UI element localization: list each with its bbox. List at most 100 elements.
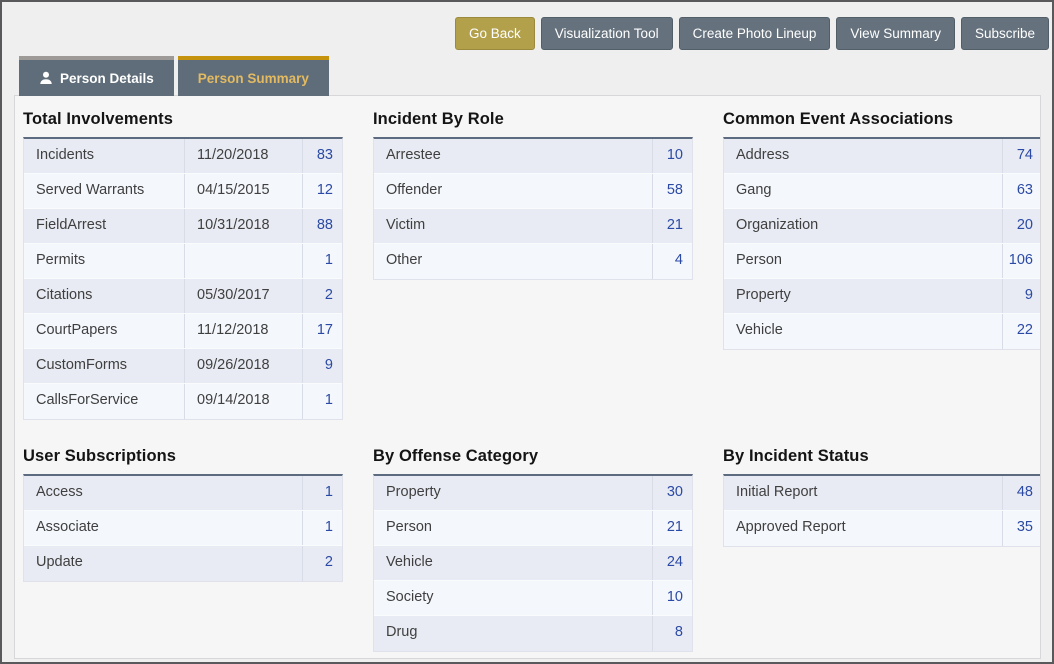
summary-table: Access 1 Associate 1 Update 2 (23, 474, 343, 582)
row-count-link[interactable]: 2 (302, 279, 342, 313)
row-label: Served Warrants (36, 182, 145, 198)
row-label: Arrestee (386, 147, 441, 163)
row-count-link[interactable]: 9 (1002, 279, 1040, 313)
table-row: Incidents 11/20/2018 83 (24, 139, 342, 174)
row-count-link[interactable]: 63 (1002, 174, 1040, 208)
row-count-link[interactable]: 12 (302, 174, 342, 208)
row-count-link[interactable]: 1 (302, 511, 342, 545)
row-count-link[interactable]: 30 (652, 476, 692, 510)
row-label: Associate (36, 519, 99, 535)
panel-by-incident-status: By Incident Status Initial Report 48 Approv… (723, 447, 1040, 547)
table-row: Citations 05/30/2017 2 (24, 279, 342, 314)
table-row: CustomForms 09/26/2018 9 (24, 349, 342, 384)
row-count-link[interactable]: 1 (302, 384, 342, 419)
row-count-link[interactable]: 21 (652, 511, 692, 545)
row-count-link[interactable]: 24 (652, 546, 692, 580)
table-row: Approved Report 35 (724, 511, 1040, 546)
row-label: Citations (36, 287, 93, 303)
table-row: Address 74 (724, 139, 1040, 174)
table-row: Initial Report 48 (724, 476, 1040, 511)
row-label: Society (386, 589, 434, 605)
table-row: Drug 8 (374, 616, 692, 651)
row-count-link[interactable]: 1 (302, 476, 342, 510)
row-date (184, 244, 302, 278)
row-count-link[interactable]: 9 (302, 349, 342, 383)
table-row: Update 2 (24, 546, 342, 581)
table-row: Access 1 (24, 476, 342, 511)
row-label: FieldArrest (36, 217, 107, 233)
row-date: 11/12/2018 (184, 314, 302, 348)
summary-table: Arrestee 10 Offender 58 Victim 21 Other 4 (373, 137, 693, 280)
panel-title: Total Involvements (23, 110, 174, 128)
table-row: Person 106 (724, 244, 1040, 279)
subscribe-button[interactable]: Subscribe (960, 17, 1049, 50)
row-label: CustomForms (36, 357, 128, 373)
row-count-link[interactable]: 88 (302, 209, 342, 243)
table-row: Vehicle 24 (374, 546, 692, 581)
panel-incident-by-role: Incident By Role Arrestee 10 Offender 58 Vict… (373, 110, 693, 280)
panel-title: By Offense Category (373, 447, 539, 465)
row-count-link[interactable]: 1 (302, 244, 342, 278)
panels-grid: Total Involvements Incidents 11/20/2018 83 S… (23, 110, 1040, 652)
row-count-link[interactable]: 4 (652, 244, 692, 279)
row-label: Initial Report (736, 484, 818, 500)
row-date: 09/14/2018 (184, 384, 302, 419)
row-count-link[interactable]: 8 (652, 616, 692, 651)
table-row: CourtPapers 11/12/2018 17 (24, 314, 342, 349)
create-photo-lineup-button[interactable]: Create Photo Lineup (678, 17, 831, 50)
row-label: CallsForService (36, 392, 139, 408)
panel-title: Incident By Role (373, 110, 504, 128)
row-count-link[interactable]: 17 (302, 314, 342, 348)
row-count-link[interactable]: 10 (652, 139, 692, 173)
row-count-link[interactable]: 22 (1002, 314, 1040, 349)
tab-label: Person Summary (197, 70, 309, 86)
row-label: Incidents (36, 147, 95, 163)
row-label: Organization (736, 217, 819, 233)
row-label: CourtPapers (36, 322, 118, 338)
row-count-link[interactable]: 10 (652, 581, 692, 615)
row-count-link[interactable]: 58 (652, 174, 692, 208)
panel-total-involvements: Total Involvements Incidents 11/20/2018 83 S… (23, 110, 343, 420)
row-label: Permits (36, 252, 86, 268)
table-row: Other 4 (374, 244, 692, 279)
row-label: Victim (386, 217, 426, 233)
row-count-link[interactable]: 106 (1002, 244, 1040, 278)
row-date: 11/20/2018 (184, 139, 302, 173)
row-label: Offender (386, 182, 443, 198)
go-back-button[interactable]: Go Back (454, 17, 535, 50)
tab-person-summary[interactable]: Person Summary (177, 56, 329, 96)
visualization-tool-button[interactable]: Visualization Tool (540, 17, 673, 50)
summary-table: Initial Report 48 Approved Report 35 (723, 474, 1040, 547)
row-count-link[interactable]: 48 (1002, 476, 1040, 510)
row-label: Access (36, 484, 83, 500)
row-label: Approved Report (736, 519, 846, 535)
person-icon (39, 71, 53, 85)
row-count-link[interactable]: 21 (652, 209, 692, 243)
row-label: Property (386, 484, 441, 500)
panel-title: Common Event Associations (723, 110, 954, 128)
view-summary-button[interactable]: View Summary (836, 17, 955, 50)
row-count-link[interactable]: 20 (1002, 209, 1040, 243)
row-count-link[interactable]: 2 (302, 546, 342, 581)
row-count-link[interactable]: 83 (302, 139, 342, 173)
table-row: Gang 63 (724, 174, 1040, 209)
table-row: FieldArrest 10/31/2018 88 (24, 209, 342, 244)
summary-table: Property 30 Person 21 Vehicle 24 Society 10 Drug… (373, 474, 693, 652)
row-label: Person (386, 519, 432, 535)
row-label: Vehicle (386, 554, 433, 570)
tab-person-details[interactable]: Person Details (19, 56, 174, 96)
table-row: Associate 1 (24, 511, 342, 546)
panel-user-subscriptions: User Subscriptions Access 1 Associate 1 Updat… (23, 447, 343, 582)
row-label: Property (736, 287, 791, 303)
table-row: Vehicle 22 (724, 314, 1040, 349)
row-label: Gang (736, 182, 772, 198)
row-count-link[interactable]: 35 (1002, 511, 1040, 546)
row-label: Drug (386, 624, 418, 640)
row-label: Person (736, 252, 782, 268)
toolbar: Go Back Visualization Tool Create Photo Li… (454, 17, 1049, 50)
row-date: 09/26/2018 (184, 349, 302, 383)
panel-title: User Subscriptions (23, 447, 177, 465)
row-count-link[interactable]: 74 (1002, 139, 1040, 173)
panel-by-offense-category: By Offense Category Property 30 Person 21 Veh… (373, 447, 693, 652)
